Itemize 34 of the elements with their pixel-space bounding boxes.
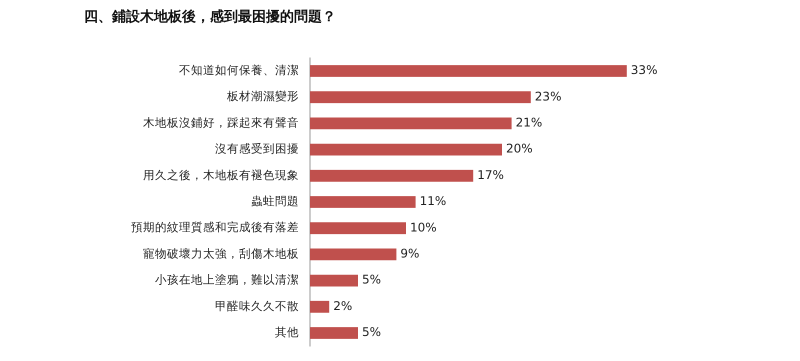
y-tick-label: 寵物破壞力太強，刮傷木地板 xyxy=(143,246,299,260)
bar xyxy=(310,118,512,130)
y-tick-label: 甲醛味久久不散 xyxy=(215,298,299,313)
bar xyxy=(310,300,330,313)
data-label: 9% xyxy=(400,246,420,261)
chart-title: 四、鋪設木地板後，感到最困擾的問題？ xyxy=(84,8,336,26)
bar xyxy=(310,65,627,77)
bar xyxy=(310,91,531,104)
data-label: 21% xyxy=(516,116,542,130)
data-label: 5% xyxy=(362,325,382,340)
bar xyxy=(310,327,358,339)
y-tick-label: 其他 xyxy=(275,324,299,339)
data-label: 23% xyxy=(534,89,562,104)
y-tick-label: 木地板沒鋪好，踩起來有聲音 xyxy=(143,115,299,130)
bar xyxy=(310,144,502,156)
y-tick-label: 預期的紋理質感和完成後有落差 xyxy=(131,220,299,234)
bar xyxy=(310,170,474,182)
y-tick-label: 不知道如何保養、清潔 xyxy=(179,62,299,77)
data-label: 20% xyxy=(506,142,533,156)
data-label: 2% xyxy=(333,298,352,313)
data-label: 5% xyxy=(362,272,382,287)
y-tick-label: 小孩在地上塗鴉，難以清潔 xyxy=(155,272,299,287)
data-label: 10% xyxy=(410,220,437,234)
data-label: 11% xyxy=(420,194,446,208)
bar xyxy=(310,222,406,234)
bar xyxy=(310,248,396,260)
y-tick-label: 沒有感受到困擾 xyxy=(215,142,299,156)
y-tick-label: 用久之後，木地板有褪色現象 xyxy=(143,168,299,182)
y-tick-label: 蟲蛀問題 xyxy=(251,194,299,208)
bar xyxy=(310,274,358,286)
y-tick-label: 板材潮濕變形 xyxy=(226,89,299,104)
data-label: 17% xyxy=(477,168,504,182)
bar xyxy=(310,196,416,208)
data-label: 33% xyxy=(630,63,658,78)
